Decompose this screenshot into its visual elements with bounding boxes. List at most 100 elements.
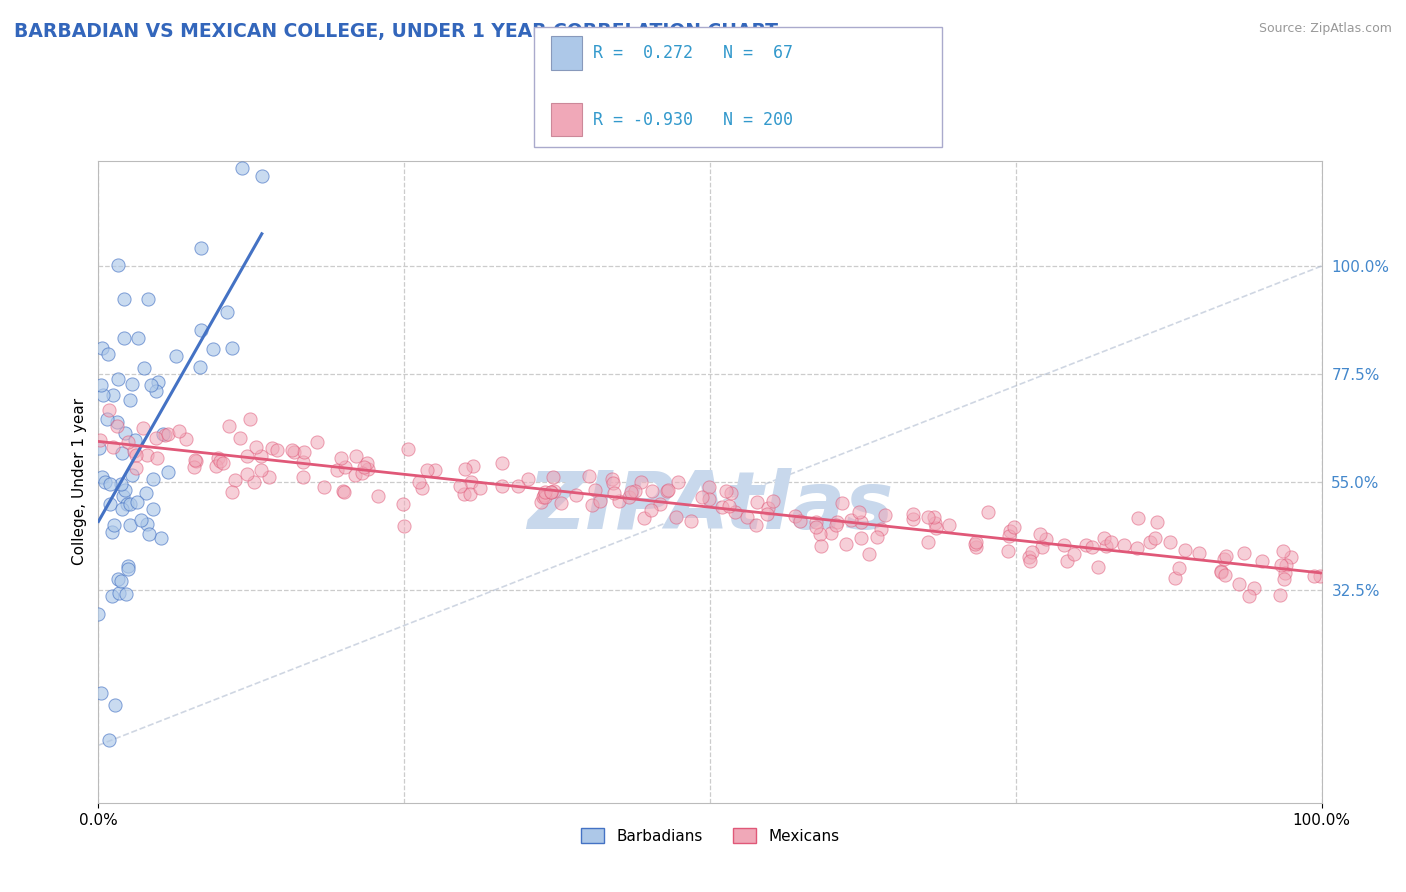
Point <box>188 359 211 374</box>
Point <box>98 477 121 491</box>
Point <box>1159 535 1181 549</box>
Point <box>938 517 960 532</box>
Point <box>1243 581 1265 595</box>
Point <box>142 502 165 516</box>
Point <box>115 587 138 601</box>
Point <box>997 544 1019 558</box>
Point <box>917 510 939 524</box>
Point <box>228 432 250 446</box>
Point <box>825 515 848 529</box>
Point <box>221 485 243 500</box>
Point <box>1095 539 1118 553</box>
Point <box>91 388 114 402</box>
Point <box>1309 569 1331 583</box>
Point <box>145 451 167 466</box>
Point <box>820 526 842 541</box>
Point <box>679 514 702 528</box>
Point <box>633 511 655 525</box>
Point <box>1099 534 1122 549</box>
Point <box>250 462 273 476</box>
Point <box>121 467 143 482</box>
Point <box>125 495 148 509</box>
Point <box>114 426 136 441</box>
Point <box>806 520 828 534</box>
Point <box>583 483 606 498</box>
Point <box>224 473 246 487</box>
Point <box>565 487 588 501</box>
Point <box>107 258 129 272</box>
Point <box>356 456 378 470</box>
Point <box>835 537 858 551</box>
Point <box>174 432 197 446</box>
Point <box>735 509 758 524</box>
Point <box>101 525 124 540</box>
Point <box>326 463 349 477</box>
Point <box>1092 531 1115 545</box>
Point <box>135 486 157 500</box>
Point <box>640 483 662 498</box>
Point <box>804 515 827 529</box>
Point <box>236 449 259 463</box>
Point <box>453 487 475 501</box>
Point <box>146 375 169 389</box>
Point <box>851 531 873 545</box>
Point <box>1211 565 1233 579</box>
Point <box>202 342 225 356</box>
Point <box>998 529 1021 543</box>
Point <box>1035 533 1057 547</box>
Point <box>1125 541 1147 556</box>
Point <box>530 495 553 509</box>
Point <box>332 483 354 498</box>
Point <box>110 574 132 588</box>
Point <box>167 424 190 438</box>
Point <box>307 434 329 449</box>
Point <box>540 485 562 500</box>
Point <box>925 521 948 535</box>
Point <box>789 514 811 528</box>
Point <box>98 497 121 511</box>
Point <box>249 450 271 464</box>
Point <box>353 459 375 474</box>
Point <box>657 483 679 497</box>
Point <box>416 463 439 477</box>
Point <box>1270 558 1292 572</box>
Point <box>449 479 471 493</box>
Text: Source: ZipAtlas.com: Source: ZipAtlas.com <box>1258 22 1392 36</box>
Point <box>221 341 243 355</box>
Point <box>1164 571 1187 585</box>
Point <box>756 500 779 515</box>
Point <box>541 469 564 483</box>
Point <box>97 347 120 361</box>
Point <box>534 491 557 505</box>
Text: R =  0.272   N =  67: R = 0.272 N = 67 <box>593 44 793 62</box>
Point <box>491 479 513 493</box>
Point <box>589 494 612 508</box>
Point <box>917 535 939 549</box>
Point <box>1272 544 1295 558</box>
Point <box>114 483 136 497</box>
Point <box>184 453 207 467</box>
Point <box>135 448 157 462</box>
Point <box>215 305 238 319</box>
Point <box>810 540 832 554</box>
Point <box>396 442 419 456</box>
Point <box>314 480 336 494</box>
Point <box>125 448 148 462</box>
Point <box>392 497 415 511</box>
Point <box>357 461 380 475</box>
Point <box>145 431 167 445</box>
Point <box>392 519 415 533</box>
Point <box>963 537 986 551</box>
Point <box>607 494 630 508</box>
Point <box>257 469 280 483</box>
Point <box>292 444 315 458</box>
Point <box>111 501 134 516</box>
Point <box>1209 564 1232 578</box>
Point <box>236 467 259 482</box>
Point <box>141 377 163 392</box>
Point <box>122 444 145 458</box>
Point <box>330 450 353 465</box>
Point <box>283 445 305 459</box>
Point <box>124 433 146 447</box>
Point <box>239 411 262 425</box>
